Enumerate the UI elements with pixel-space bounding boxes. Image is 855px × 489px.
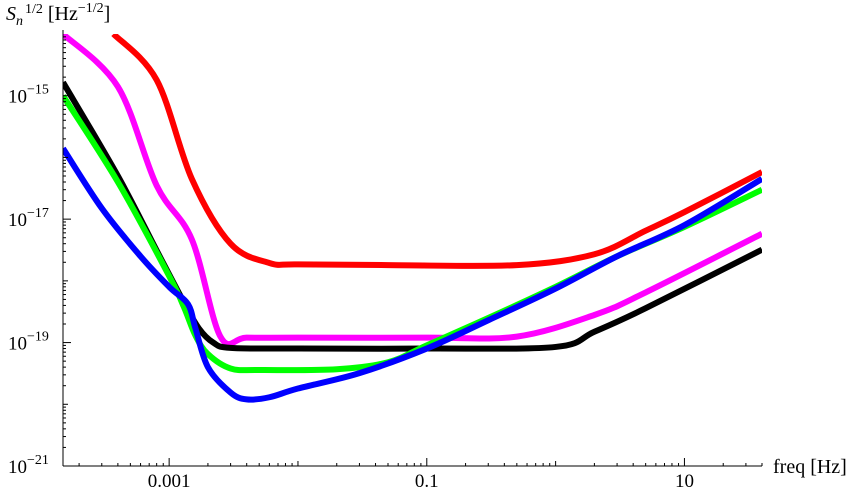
- series-line-2: [63, 80, 762, 352]
- y-axis-title-unit-sup: −1/2: [78, 1, 104, 16]
- series-line-3: [63, 94, 762, 374]
- y-tick-label-exp: −21: [27, 453, 49, 468]
- y-tick-label-exp: −19: [27, 330, 49, 345]
- y-axis-title-sup: 1/2: [25, 2, 43, 17]
- y-axis-title-unit: [Hz: [48, 3, 78, 25]
- y-tick-label-exp: −15: [27, 83, 49, 98]
- x-tick-label: 0.001: [148, 471, 191, 489]
- y-axis-title: Sn1/2 [Hz−1/2]: [6, 1, 110, 29]
- y-tick-label: 10−21: [8, 453, 49, 478]
- y-axis-title-sub: n: [16, 14, 23, 29]
- y-tick-label-exp: −17: [27, 206, 49, 221]
- series-line-0: [111, 34, 762, 269]
- x-axis-title: freq [Hz]: [773, 456, 847, 478]
- y-tick-label: 10−19: [8, 330, 49, 355]
- y-tick-label-base: 10: [8, 334, 27, 355]
- y-tick-label-base: 10: [8, 87, 27, 108]
- axes: [62, 30, 762, 467]
- y-tick-label-base: 10: [8, 457, 27, 478]
- series-line-4: [63, 146, 762, 403]
- y-tick-label: 10−15: [8, 83, 49, 108]
- series-line-1: [63, 34, 762, 348]
- y-axis-title-base: S: [6, 3, 16, 25]
- ticks: [63, 36, 763, 467]
- x-tick-label: 10: [675, 471, 694, 489]
- series-layer: [63, 34, 762, 403]
- y-tick-label-base: 10: [8, 210, 27, 231]
- x-tick-label: 0.1: [415, 471, 439, 489]
- y-tick-label: 10−17: [8, 206, 49, 231]
- y-axis-title-unit-close: ]: [104, 3, 111, 25]
